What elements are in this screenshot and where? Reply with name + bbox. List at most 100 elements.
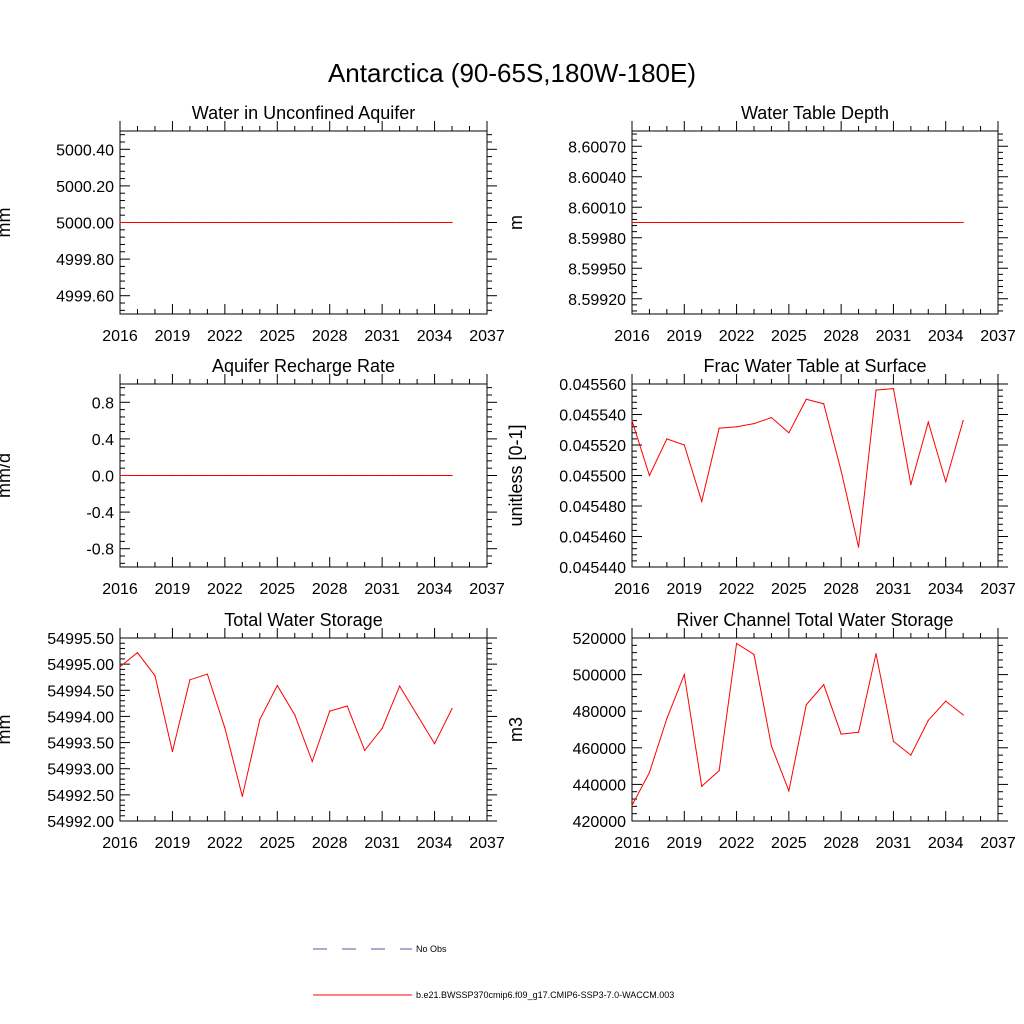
data-point [735,642,738,645]
y-tick-label: 0.045480 [559,499,626,516]
y-axis-label: mm [0,715,14,745]
data-point [857,221,860,224]
x-tick-label: 2031 [876,328,912,345]
plot-frame [631,383,999,568]
data-point [910,484,912,486]
data-point [346,705,348,707]
y-axis-label: unitless [0-1] [506,424,526,526]
data-point [276,474,278,477]
data-point [666,438,668,440]
data-point [154,675,156,677]
x-tick-label: 2028 [823,835,859,852]
x-tick-label: 2025 [771,581,807,598]
data-point [294,474,296,477]
y-tick-label: 8.60040 [568,170,626,187]
data-point [241,474,243,477]
data-point [364,474,366,477]
x-tick-label: 2031 [364,835,400,852]
y-tick-label: 4999.80 [56,252,114,269]
x-tick-label: 2016 [614,835,650,852]
data-point [753,653,755,656]
data-point [433,474,436,477]
data-point [875,389,877,391]
data-point [189,221,191,224]
data-point [910,221,912,224]
panel-title: Frac Water Table at Surface [703,356,926,376]
data-point [416,221,418,224]
data-point [451,221,453,224]
data-point [805,398,807,400]
x-tick-label: 2034 [928,581,964,598]
data-point [875,652,877,655]
data-point [241,795,243,798]
data-point [294,221,296,224]
data-point [823,403,825,405]
data-point [945,481,947,483]
data-point [840,470,842,472]
y-tick-label: 8.59920 [568,292,626,309]
x-tick-label: 2028 [312,328,348,345]
data-point [241,221,243,224]
y-tick-label: 54993.00 [47,762,114,779]
data-point [399,474,401,477]
data-point [171,474,174,477]
data-point [224,474,226,477]
panel-6: River Channel Total Water Storage m3 2016 2… [506,610,1016,852]
panels-group: Water in Unconfined Aquifer mm 2016 2019 202… [0,103,1016,852]
y-tick-label: 5000.40 [56,142,114,159]
data-point [788,432,790,434]
data-point [788,790,790,792]
data-point [311,221,313,224]
data-point [224,221,226,224]
data-point [276,684,278,687]
y-tick-label: 54995.00 [47,657,114,674]
data-point [683,444,685,446]
x-tick-label: 2037 [469,328,505,345]
x-tick-label: 2022 [719,581,755,598]
x-tick-label: 2025 [259,835,295,852]
data-point [927,421,929,423]
data-point [171,221,174,224]
y-tick-label: 8.59950 [568,261,626,278]
x-tick-label: 2034 [417,581,453,598]
panel-title: Water Table Depth [741,103,889,123]
plot-frame [631,637,999,822]
x-tick-label: 2022 [207,581,243,598]
x-tick-label: 2028 [312,581,348,598]
data-point [788,221,790,224]
data-point [857,731,860,733]
data-point [875,221,877,224]
data-point [154,474,156,477]
data-point [329,474,331,477]
x-tick-label: 2016 [614,328,650,345]
x-tick-label: 2022 [719,328,755,345]
y-tick-label: 0.045520 [559,438,626,455]
x-tick-label: 2037 [980,581,1016,598]
data-point [683,221,685,224]
y-tick-label: 8.60010 [568,200,626,217]
x-tick-label: 2025 [771,835,807,852]
y-tick-label: 500000 [573,668,626,685]
x-tick-label: 2037 [980,328,1016,345]
x-tick-label: 2022 [207,328,243,345]
data-point [962,714,964,716]
y-tick-label: 420000 [573,814,626,831]
data-point [346,221,348,224]
data-point [648,474,651,477]
data-point [259,474,261,477]
data-point [823,221,825,224]
y-tick-label: 0.8 [92,395,114,412]
data-point [364,221,366,224]
x-tick-label: 2019 [666,581,702,598]
y-tick-label: 54992.00 [47,814,114,831]
data-point [718,427,720,429]
y-tick-label: 8.59980 [568,231,626,248]
data-point [381,221,383,224]
x-tick-label: 2028 [312,835,348,852]
x-tick-label: 2016 [102,581,138,598]
data-point [892,740,895,742]
y-axis-label: m3 [506,717,526,742]
panel-title: Total Water Storage [224,610,382,630]
y-tick-label: 4999.60 [56,289,114,306]
x-tick-label: 2034 [928,328,964,345]
